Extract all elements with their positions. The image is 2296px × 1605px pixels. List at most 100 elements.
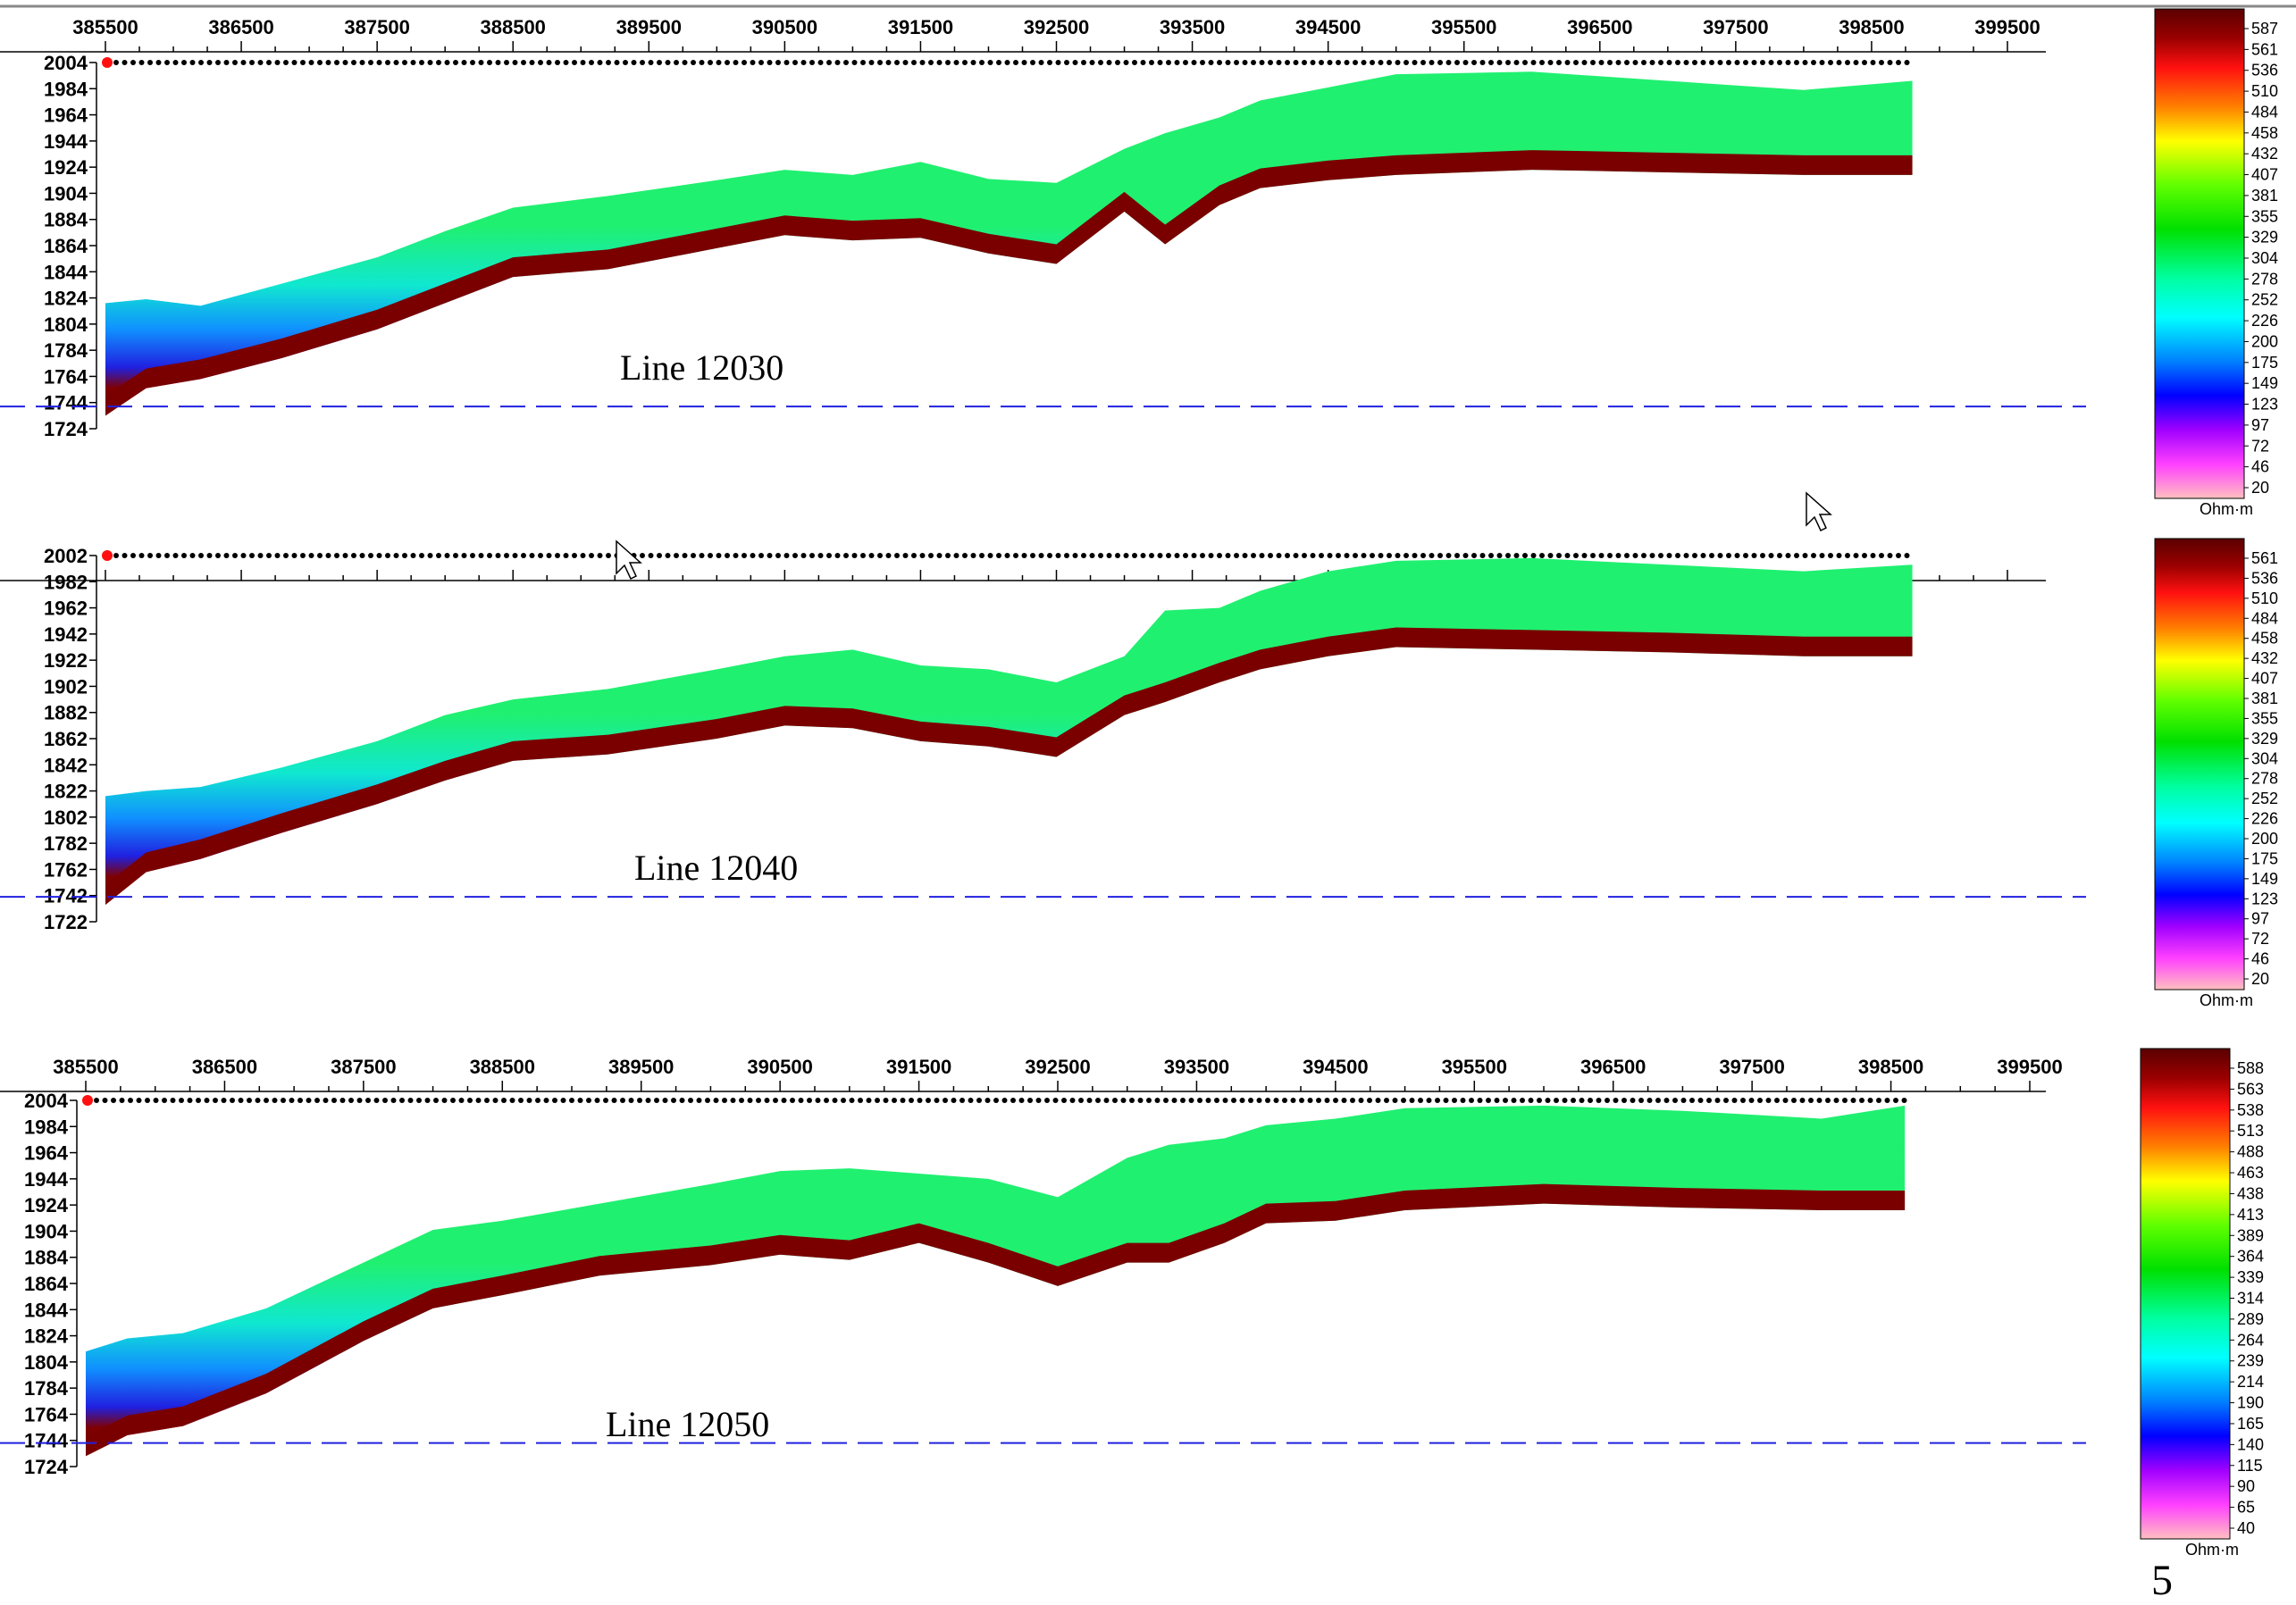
station-dot [1004, 553, 1010, 558]
station-dot [300, 60, 306, 65]
station-dot [1638, 1098, 1644, 1103]
station-dot [1069, 1098, 1076, 1103]
station-dot [987, 60, 993, 65]
station-dot [128, 1098, 133, 1103]
station-dot [444, 553, 450, 558]
station-dot [402, 553, 407, 558]
station-dot [102, 1098, 108, 1103]
station-dot [1556, 60, 1562, 65]
station-dot [1811, 60, 1816, 65]
station-dot [1004, 60, 1010, 65]
station-dot [1115, 553, 1120, 558]
station-dot [725, 60, 730, 65]
station-dot [742, 60, 747, 65]
y-tick-label: 1722 [44, 911, 88, 933]
station-dot [365, 1098, 371, 1103]
station-dot [792, 60, 798, 65]
station-dot [1234, 553, 1239, 558]
station-dot [1089, 60, 1095, 65]
station-dot [1395, 60, 1401, 65]
station-dot [187, 1098, 193, 1103]
station-dot [1375, 1098, 1381, 1103]
station-dot [1513, 60, 1520, 65]
station-dot [1709, 60, 1714, 65]
colorbar-tick-label: 484 [2251, 609, 2278, 627]
colorbar-tick-label: 413 [2237, 1206, 2264, 1224]
station-dot [1768, 553, 1774, 558]
station-dot [1098, 553, 1103, 558]
y-tick-label: 1844 [44, 261, 88, 283]
colorbar-tick-label: 510 [2251, 589, 2278, 607]
station-dot [351, 553, 356, 558]
station-dot [817, 553, 824, 558]
station-dot [1191, 60, 1197, 65]
station-dot [281, 1098, 286, 1103]
station-dot [504, 553, 509, 558]
x-tick-label: 392500 [1024, 16, 1089, 38]
station-dot [1166, 60, 1171, 65]
y-tick-label: 1984 [24, 1116, 69, 1138]
station-dot [385, 553, 390, 558]
station-dot [775, 60, 781, 65]
y-tick-label: 1724 [44, 418, 88, 440]
station-dot [1183, 60, 1188, 65]
station-dot [594, 1098, 600, 1103]
station-dot [179, 1098, 184, 1103]
station-dot [509, 1098, 515, 1103]
station-dot [1477, 1098, 1483, 1103]
colorbar-tick-label: 149 [2251, 374, 2278, 392]
y-tick-label: 1864 [44, 235, 88, 257]
station-dot [885, 60, 892, 65]
station-dot [1123, 60, 1129, 65]
station-dot [775, 553, 781, 558]
station-dot [543, 1098, 549, 1103]
station-dot [1200, 60, 1205, 65]
page-number: 5 [2151, 1557, 2173, 1604]
station-dot [662, 1098, 668, 1103]
station-dot [232, 60, 238, 65]
station-dot [155, 553, 162, 558]
station-dot [204, 1098, 210, 1103]
station-dot [492, 1098, 499, 1103]
station-dot [1573, 60, 1579, 65]
colorbar-tick-label: 304 [2251, 249, 2278, 267]
station-dot [1819, 553, 1825, 558]
station-dot [611, 1098, 617, 1103]
station-dot [461, 60, 467, 65]
station-dot [538, 553, 543, 558]
y-tick-label: 1824 [24, 1325, 69, 1348]
station-dot [552, 1098, 557, 1103]
station-dot [1743, 553, 1748, 558]
station-dot [555, 60, 560, 65]
station-dot [1239, 1098, 1245, 1103]
x-tick-label: 388500 [481, 16, 546, 38]
station-dot [1870, 553, 1876, 558]
x-tick-label: 398500 [1839, 16, 1904, 38]
station-dot [172, 60, 179, 65]
station-dot [767, 60, 773, 65]
y-tick-label: 1822 [44, 781, 88, 803]
line-label: Line 12030 [620, 347, 783, 388]
station-dot [198, 553, 204, 558]
colorbar-tick-label: 381 [2251, 187, 2278, 205]
station-dot [1282, 1098, 1287, 1103]
x-tick-label: 389500 [616, 16, 682, 38]
y-tick-label: 1964 [24, 1142, 69, 1165]
station-dot [682, 553, 688, 558]
colorbar-tick-label: 278 [2251, 270, 2278, 288]
station-dot [691, 553, 696, 558]
station-dot [911, 60, 917, 65]
station-dot [487, 60, 492, 65]
station-dot [1302, 60, 1307, 65]
colorbar-tick-label: 536 [2251, 569, 2278, 587]
station-dot [1429, 553, 1435, 558]
station-dot [1666, 60, 1672, 65]
station-dot [1443, 1098, 1449, 1103]
station-dot [902, 553, 909, 558]
station-dot [1530, 553, 1537, 558]
station-dot [606, 60, 611, 65]
y-tick-label: 1884 [24, 1247, 69, 1269]
x-tick-label: 386500 [208, 16, 273, 38]
station-dot [742, 553, 747, 558]
station-dot [928, 553, 934, 558]
